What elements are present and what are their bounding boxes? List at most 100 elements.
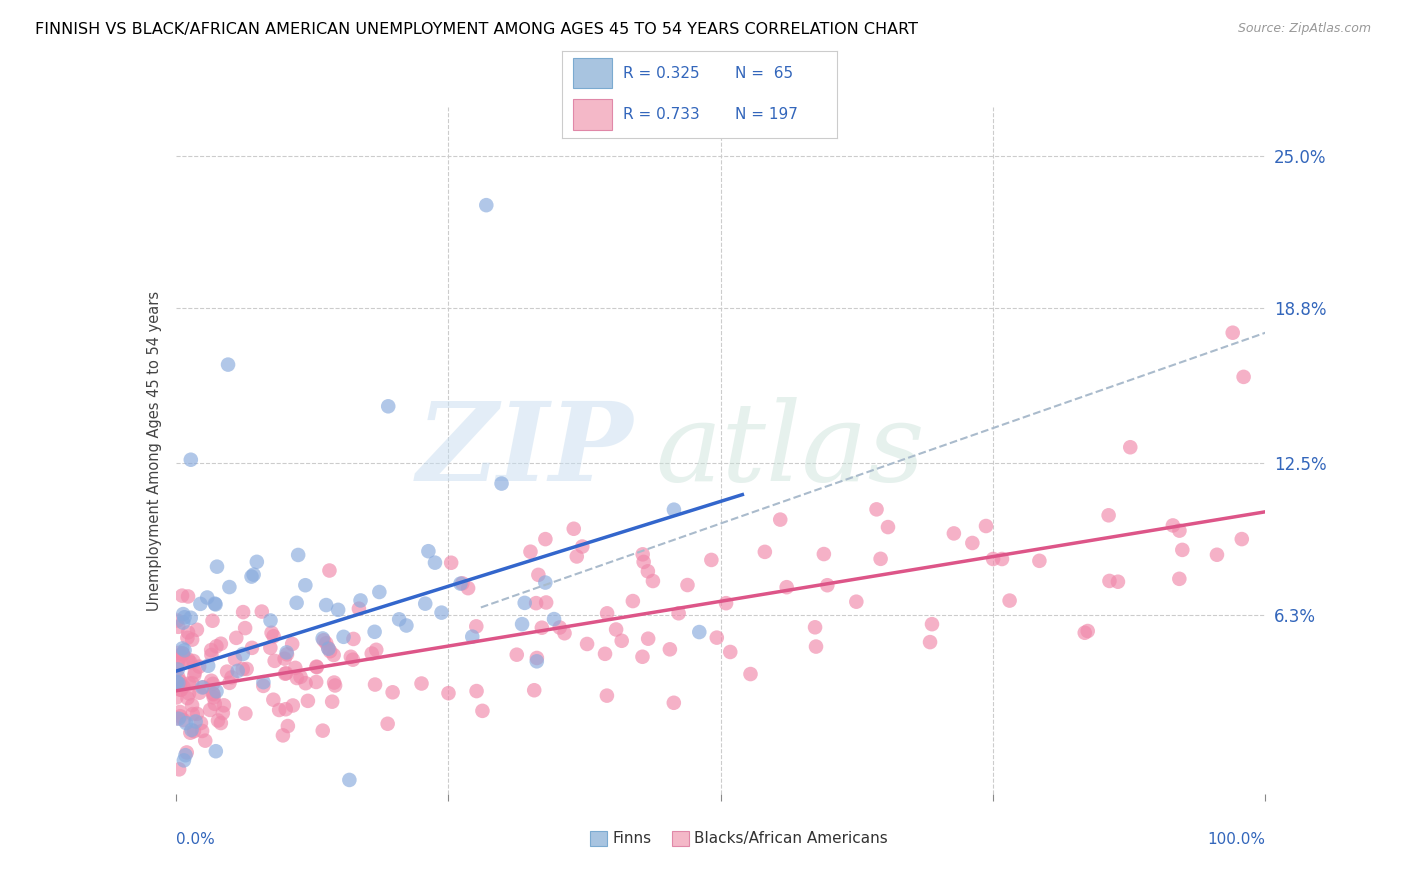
Point bbox=[565, 549, 588, 564]
Point bbox=[172, 615, 194, 630]
Point bbox=[349, 593, 371, 607]
Point bbox=[167, 676, 190, 690]
Point bbox=[205, 640, 228, 654]
Point bbox=[179, 725, 201, 739]
Point bbox=[688, 625, 710, 640]
Point bbox=[605, 623, 627, 637]
Point bbox=[423, 556, 446, 570]
Point bbox=[769, 513, 792, 527]
Point bbox=[183, 668, 205, 682]
Point bbox=[232, 647, 254, 661]
Point bbox=[269, 703, 291, 717]
Text: N =  65: N = 65 bbox=[735, 66, 793, 80]
Point bbox=[205, 559, 228, 574]
Point bbox=[305, 675, 328, 690]
Point bbox=[1206, 548, 1229, 562]
Point bbox=[1168, 572, 1191, 586]
Point bbox=[562, 522, 585, 536]
Point bbox=[381, 685, 404, 699]
Point bbox=[285, 596, 308, 610]
Point bbox=[534, 532, 557, 546]
Point bbox=[188, 686, 211, 700]
Point bbox=[1232, 369, 1256, 384]
Point bbox=[250, 605, 273, 619]
Point bbox=[202, 687, 225, 701]
Point bbox=[1074, 625, 1097, 640]
Point bbox=[180, 611, 202, 625]
Point bbox=[366, 642, 388, 657]
Point bbox=[167, 762, 190, 776]
Point bbox=[305, 660, 328, 674]
Point bbox=[312, 723, 335, 738]
Point bbox=[184, 714, 207, 729]
Point bbox=[169, 677, 191, 691]
Point bbox=[877, 520, 900, 534]
Y-axis label: Unemployment Among Ages 45 to 54 years: Unemployment Among Ages 45 to 54 years bbox=[146, 291, 162, 610]
Point bbox=[188, 659, 211, 673]
Point bbox=[437, 686, 460, 700]
Point bbox=[865, 502, 887, 516]
Point bbox=[191, 723, 214, 738]
Point bbox=[450, 576, 472, 591]
Point bbox=[179, 656, 201, 670]
Point bbox=[240, 640, 263, 655]
Point bbox=[274, 666, 297, 681]
Point bbox=[337, 772, 360, 787]
Point bbox=[180, 723, 202, 737]
Point bbox=[174, 716, 197, 731]
Point bbox=[465, 684, 488, 698]
Text: atlas: atlas bbox=[655, 397, 925, 504]
Point bbox=[166, 662, 188, 676]
Point bbox=[246, 555, 269, 569]
Point bbox=[523, 683, 546, 698]
Point bbox=[571, 540, 593, 554]
Point bbox=[287, 548, 309, 562]
Point bbox=[193, 680, 215, 694]
Point bbox=[181, 676, 204, 690]
Point bbox=[173, 610, 195, 624]
Point bbox=[166, 656, 188, 670]
Point bbox=[204, 597, 226, 611]
Point bbox=[641, 574, 664, 588]
Point bbox=[226, 664, 249, 678]
Text: R = 0.733: R = 0.733 bbox=[623, 107, 699, 121]
Point bbox=[232, 605, 254, 619]
Text: Source: ZipAtlas.com: Source: ZipAtlas.com bbox=[1237, 22, 1371, 36]
Bar bbox=[574, 99, 612, 129]
Text: 100.0%: 100.0% bbox=[1208, 831, 1265, 847]
Point bbox=[593, 647, 616, 661]
Point bbox=[418, 544, 440, 558]
Point bbox=[776, 580, 799, 594]
Point bbox=[285, 671, 308, 685]
Point bbox=[534, 575, 557, 590]
Point bbox=[170, 682, 193, 697]
Point bbox=[170, 589, 193, 603]
Point bbox=[526, 654, 548, 668]
Point bbox=[174, 748, 197, 763]
Point bbox=[167, 646, 190, 660]
Point bbox=[991, 552, 1014, 566]
Point bbox=[364, 677, 387, 691]
Point bbox=[252, 679, 274, 693]
Point bbox=[176, 691, 198, 706]
Point bbox=[242, 567, 264, 582]
Point bbox=[281, 637, 304, 651]
Point bbox=[543, 612, 565, 626]
Point bbox=[263, 654, 285, 668]
Point bbox=[190, 716, 212, 731]
Point bbox=[273, 651, 295, 665]
Point bbox=[184, 665, 207, 679]
Point bbox=[172, 607, 194, 621]
Point bbox=[172, 647, 194, 661]
Point bbox=[191, 681, 214, 695]
Point bbox=[981, 552, 1004, 566]
Point bbox=[633, 555, 655, 569]
Point bbox=[200, 648, 222, 662]
Point bbox=[204, 598, 226, 612]
Point bbox=[165, 690, 187, 705]
Point bbox=[1171, 542, 1194, 557]
Point bbox=[180, 452, 202, 467]
Point bbox=[596, 607, 619, 621]
Point bbox=[1028, 554, 1050, 568]
Point bbox=[322, 648, 344, 662]
